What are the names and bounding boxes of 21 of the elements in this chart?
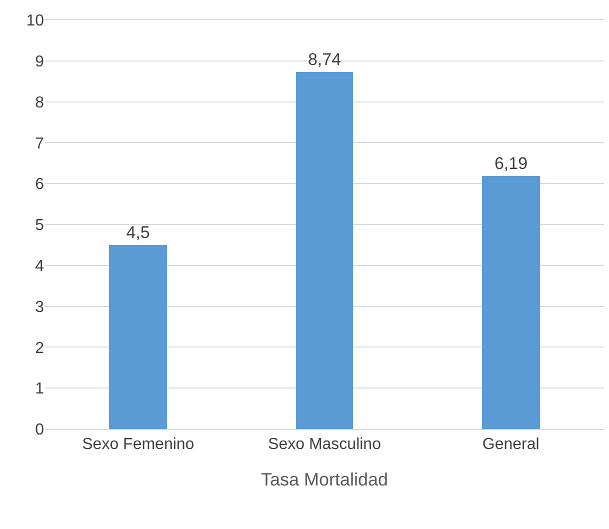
y-tick-label: 5 — [35, 217, 44, 234]
x-tick-label: Sexo Masculino — [268, 436, 382, 454]
x-tick-label: Sexo Femenino — [82, 436, 194, 454]
y-tick-label: 0 — [35, 422, 44, 439]
x-tick-label: General — [482, 436, 540, 454]
x-axis-title: Tasa Mortalidad — [260, 469, 388, 490]
bar — [296, 72, 353, 429]
data-label: 6,19 — [494, 154, 528, 173]
data-label: 4,5 — [126, 223, 150, 242]
y-tick-label: 8 — [35, 94, 44, 112]
y-tick-label: 10 — [26, 12, 44, 30]
y-tick-label: 4 — [35, 258, 44, 275]
data-label: 8,74 — [308, 50, 342, 69]
y-tick-label: 7 — [35, 135, 44, 152]
y-tick-label: 2 — [35, 340, 44, 357]
y-tick-label: 3 — [35, 298, 44, 316]
y-tick-label: 1 — [35, 380, 44, 398]
y-tick-label: 6 — [35, 176, 44, 194]
bar — [482, 176, 540, 429]
y-tick-label: 9 — [35, 54, 44, 70]
bar — [109, 245, 167, 429]
